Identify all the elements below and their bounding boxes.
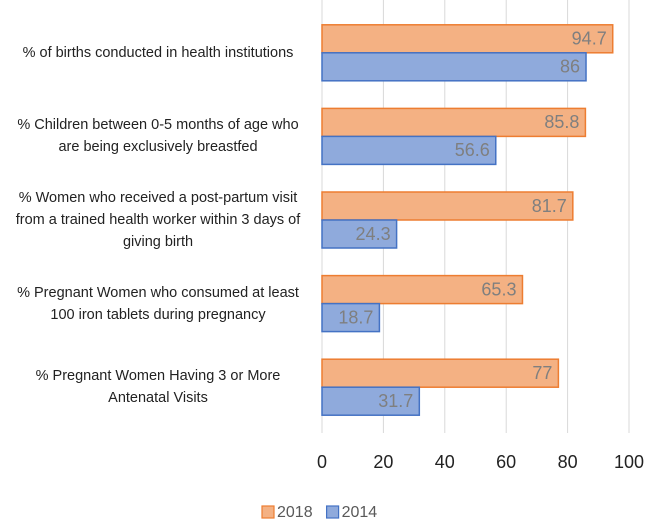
x-tick-label: 40 [435,452,455,472]
x-tick-label: 20 [373,452,393,472]
data-label: 77 [532,363,552,383]
x-tick-label: 100 [614,452,644,472]
bar [321,358,560,388]
legend-label: 2014 [342,504,378,521]
data-label: 85.8 [544,112,579,132]
bar [321,191,574,221]
category-label: % Pregnant Women Having 3 or More Antena… [35,368,281,407]
bar [321,219,398,249]
data-label: 24.3 [356,224,391,244]
data-label: 31.7 [378,391,413,411]
legend-swatch [261,505,275,519]
bar [321,274,524,305]
bar [321,135,497,166]
category-label: % of births conducted in health institut… [22,44,294,61]
data-label: 56.6 [455,140,490,160]
data-label: 18.7 [338,307,373,327]
data-label: 94.7 [572,29,607,49]
x-tick-label: 60 [496,452,516,472]
x-tick-label: 80 [558,452,578,472]
data-label: 65.3 [481,279,516,299]
category-label: % Children between 0-5 months of age who… [17,117,299,156]
legend-swatch [325,505,340,519]
x-tick-label: 0 [317,452,327,472]
legend-label: 2018 [277,504,313,521]
category-label: % Women who received a post-partum visit… [15,190,301,250]
bar [321,302,381,333]
data-label: 86 [560,57,580,77]
category-label: % Pregnant Women who consumed at least 1… [17,284,299,323]
bar [321,24,614,54]
bar [321,386,421,416]
data-label: 81.7 [532,196,567,216]
bar [321,52,587,82]
